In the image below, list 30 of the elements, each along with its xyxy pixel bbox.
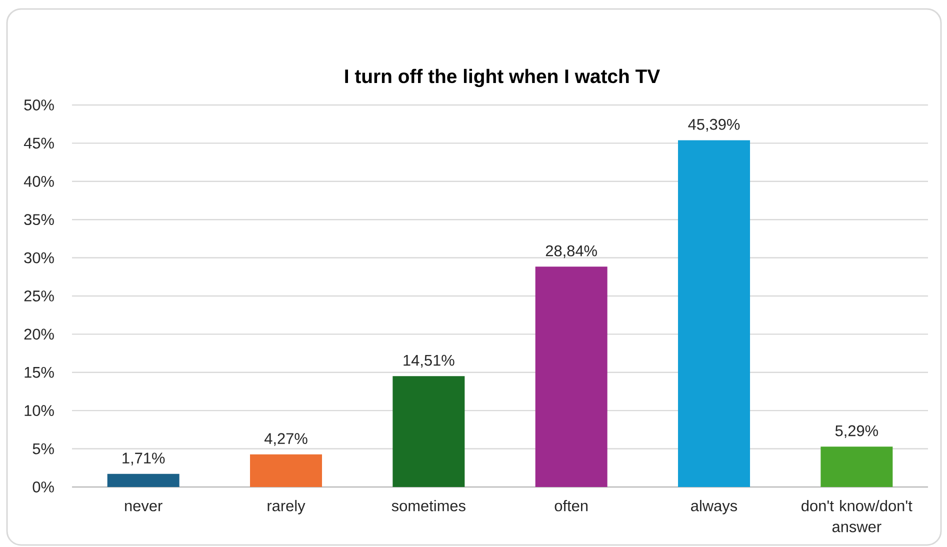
data-label: 45,39% [688,118,740,132]
x-tick-label: sometimes [392,500,466,512]
data-label: 4,27% [264,433,308,446]
data-label: 1,71% [122,452,165,466]
bar [392,376,465,487]
bar [678,140,750,487]
y-tick-label: 25% [24,290,54,302]
x-tick-label: rarely [268,500,306,514]
x-tick-label: often [554,500,588,512]
y-tick-label: 10% [24,405,54,416]
bar [535,266,608,487]
y-tick-label: 50% [24,100,54,110]
y-tick-label: 45% [24,138,54,149]
bar [820,446,893,487]
chart-title: I turn off the light when I watch TV [345,68,660,88]
y-tick-label: 20% [24,328,54,340]
x-tick-label: always [691,500,738,514]
x-tick-label: never [125,502,162,512]
y-tick-label: 30% [24,252,54,264]
data-label: 28,84% [546,245,597,258]
y-tick-label: 35% [24,214,54,226]
y-tick-label: 15% [24,366,54,378]
bar [107,474,180,487]
x-tick-label: don't know/don't answer [802,500,912,532]
y-tick-label: 40% [24,176,54,187]
data-label: 14,51% [404,354,454,368]
y-tick-label: 0% [32,482,54,492]
y-tick-label: 5% [32,443,54,454]
data-label: 5,29% [835,425,878,438]
bar [250,454,322,487]
